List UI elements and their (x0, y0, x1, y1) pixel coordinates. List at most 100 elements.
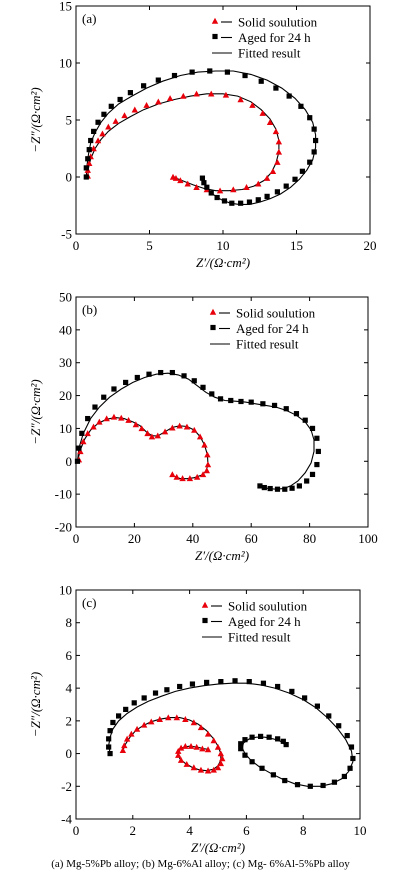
panel-a-aged-point-34 (238, 200, 244, 206)
panel-b-y-tick-label-2: 0 (66, 454, 73, 469)
panel-b-solid-point-10 (132, 421, 140, 428)
panel-b-solid-point-22 (204, 451, 211, 458)
panel-b-aged-point-6 (111, 386, 117, 392)
panel-c-aged-point-23 (336, 723, 342, 729)
panel-c-aged-point-18 (275, 683, 281, 690)
panel-b-solid-point-19 (191, 426, 198, 433)
panel-b-solid-point-7 (110, 413, 118, 420)
panel-b-aged-point-30 (304, 478, 310, 484)
figure-caption: (a) Mg-5%Pb alloy; (b) Mg-6%Al alloy; (c… (51, 858, 350, 870)
panel-a-x-axis-label: Z′/(Ω·cm²) (196, 255, 250, 270)
panel-b-aged-point-11 (169, 369, 175, 376)
panel-c-aged-point-13 (204, 679, 210, 686)
panel-a-solid-point-30 (230, 186, 237, 193)
panel-a-aged-point-21 (298, 103, 304, 109)
panel-c-aged-point-30 (320, 782, 326, 789)
panel-a-solid-point-34 (184, 180, 191, 187)
panel-b-y-tick-label-5: 30 (59, 355, 72, 370)
panel-c-y-tick-label-6: 8 (66, 615, 73, 630)
panel-a-solid-point-5 (94, 137, 102, 144)
panel-c-aged-point-14 (218, 679, 224, 685)
panel-b-aged-point-4 (92, 404, 98, 410)
panel-b-aged-point-25 (309, 425, 316, 432)
panel-b-y-tick-label-4: 20 (59, 388, 72, 403)
panel-c-aged-point-21 (314, 703, 320, 709)
panel-c-aged-point-20 (302, 695, 308, 701)
panel-c-legend-aged-label: Aged for 24 h (228, 614, 301, 629)
panel-c-aged-point-39 (238, 741, 244, 747)
panel-a-aged-point-36 (221, 198, 228, 204)
panel-a-solid-point-8 (112, 117, 119, 124)
panel-b-solid-point-14 (154, 432, 161, 439)
panel-c-legend-solid-marker (201, 601, 209, 608)
panel-c-aged-point-16 (246, 679, 252, 685)
panel-a-aged-point-17 (242, 72, 248, 79)
panel-a-aged-point-20 (286, 93, 292, 99)
panel-b-solid-point-28 (179, 475, 186, 482)
panel-b-y-axis-label: −Z″/(Ω·cm²) (28, 379, 43, 444)
panel-c-solid-point-30 (187, 743, 195, 749)
panel-b-solid-point-18 (183, 423, 191, 430)
panel-b-aged-point-29 (309, 471, 316, 478)
panel-c-aged-point-41 (249, 734, 255, 740)
panel-c-solid-point-26 (175, 752, 182, 758)
panel-b-aged-point-31 (296, 483, 302, 489)
panel-a-solid-point-15 (193, 90, 200, 97)
panel-b-solid-point-24 (203, 467, 211, 474)
panel-b-aged-point-17 (228, 397, 234, 404)
panel-a-solid-point-31 (216, 187, 224, 194)
panel-c-solid-point-17 (219, 755, 226, 762)
panel-a-solid-point-18 (237, 96, 244, 103)
panel-c-aged-point-5 (116, 713, 122, 719)
panel-c-aged-point-42 (258, 733, 264, 739)
panel-b-x-tick-label-2: 40 (186, 531, 199, 546)
panel-c-aged-point-35 (259, 765, 265, 771)
panel-c-aged-point-24 (344, 732, 350, 739)
panel-c-aged-point-10 (164, 687, 170, 693)
panel-a-aged-point-27 (299, 168, 305, 174)
panel-c-fit-curve-0 (122, 717, 222, 772)
panel-b-solid-point-4 (90, 423, 97, 430)
panel-b-solid-point-15 (161, 428, 169, 435)
panel-c-y-axis-label: −Z″/(Ω·cm²) (28, 672, 43, 737)
panel-a-solid-point-14 (180, 92, 187, 99)
panel-a-aged-point-12 (155, 77, 161, 83)
panel-a-solid-point-29 (243, 184, 250, 190)
panel-b-legend-solid-marker (209, 308, 217, 315)
panel-c-solid-point-6 (148, 718, 155, 725)
panel-c-x-axis-label: Z′/(Ω·cm²) (191, 840, 245, 855)
panel-b-x-tick-label-3: 60 (245, 531, 258, 546)
panel-b-aged-point-34 (274, 486, 281, 492)
panel-c-solid-point-14 (210, 737, 217, 744)
panel-c-aged-point-22 (326, 713, 332, 719)
panel-b-aged-point-35 (267, 485, 273, 492)
panel-c-solid-point-13 (204, 730, 212, 737)
panel-c-aged-point-32 (294, 782, 301, 788)
panel-a-aged-point-32 (255, 197, 261, 203)
panel-b-solid-point-3 (84, 430, 91, 437)
panel-a-solid-point-23 (275, 138, 283, 145)
panel-c-aged-point-17 (260, 680, 267, 686)
panel-b-legend-solid-label: Solid soulution (236, 306, 316, 321)
panel-a-aged-point-26 (307, 159, 313, 165)
panel-a-solid-point-25 (274, 158, 281, 165)
panel-b-aged-point-23 (293, 411, 300, 417)
panel-c-aged-point-11 (177, 683, 183, 690)
panel-a-aged-point-16 (224, 69, 231, 75)
panel-a-x-tick-label-2: 10 (217, 238, 230, 253)
panel-a-solid-point-26 (269, 168, 277, 175)
panel-b-solid-point-29 (173, 473, 180, 480)
panel-b-aged-point-27 (315, 448, 321, 455)
panel-a-aged-point-33 (246, 199, 253, 205)
panel-b-aged-point-1 (76, 445, 82, 451)
panel-b-x-tick-label-5: 100 (358, 531, 378, 546)
panel-a-legend-solid-marker (211, 17, 219, 24)
panel-c-aged-point-15 (232, 678, 238, 684)
panel-b-aged-point-33 (282, 486, 288, 492)
panel-c-aged-point-6 (123, 706, 129, 713)
panel-c-aged-point-40 (242, 737, 248, 743)
panel-a-aged-point-14 (189, 69, 195, 75)
panel-c-aged-point-38 (238, 746, 244, 752)
panel-c-y-tick-label-1: -2 (61, 779, 72, 794)
panel-c-solid-point-7 (156, 716, 163, 722)
